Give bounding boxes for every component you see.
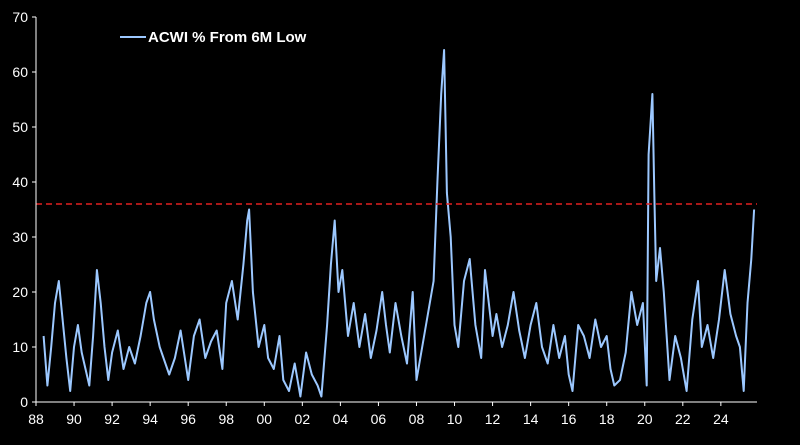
x-tick-label: 92: [104, 411, 120, 427]
x-tick-label: 00: [256, 411, 272, 427]
x-tick-label: 18: [599, 411, 615, 427]
x-tick-label: 20: [637, 411, 653, 427]
x-tick-label: 04: [333, 411, 349, 427]
x-tick-label: 06: [371, 411, 387, 427]
x-tick-label: 14: [523, 411, 539, 427]
legend: ACWI % From 6M Low: [120, 29, 307, 46]
tick-labels: 0 10 20 30 40 50 60 70 88 90 92 94 96 98 00 02 04 06 08 10 1…: [12, 9, 728, 427]
x-tick-label: 96: [180, 411, 196, 427]
x-tick-label: 08: [409, 411, 425, 427]
x-tick-label: 98: [218, 411, 234, 427]
y-tick-label: 50: [12, 119, 28, 135]
x-tick-label: 90: [66, 411, 82, 427]
y-tick-label: 40: [12, 174, 28, 190]
plot-area: [36, 49, 757, 398]
y-tick-label: 60: [12, 64, 28, 80]
y-tick-label: 0: [20, 394, 28, 410]
x-tick-label: 02: [295, 411, 311, 427]
x-tick-label: 88: [28, 411, 44, 427]
x-tick-label: 16: [561, 411, 577, 427]
legend-label: ACWI % From 6M Low: [148, 29, 307, 46]
axes: [35, 17, 757, 403]
y-tick-label: 10: [12, 339, 28, 355]
y-tick-label: 20: [12, 284, 28, 300]
x-tick-label: 24: [713, 411, 729, 427]
y-tick-label: 30: [12, 229, 28, 245]
x-tick-label: 22: [675, 411, 691, 427]
x-tick-label: 10: [447, 411, 463, 427]
x-tick-label: 94: [142, 411, 158, 427]
y-tick-label: 70: [12, 9, 28, 25]
x-tick-label: 12: [485, 411, 501, 427]
series-line-0: [42, 49, 756, 398]
